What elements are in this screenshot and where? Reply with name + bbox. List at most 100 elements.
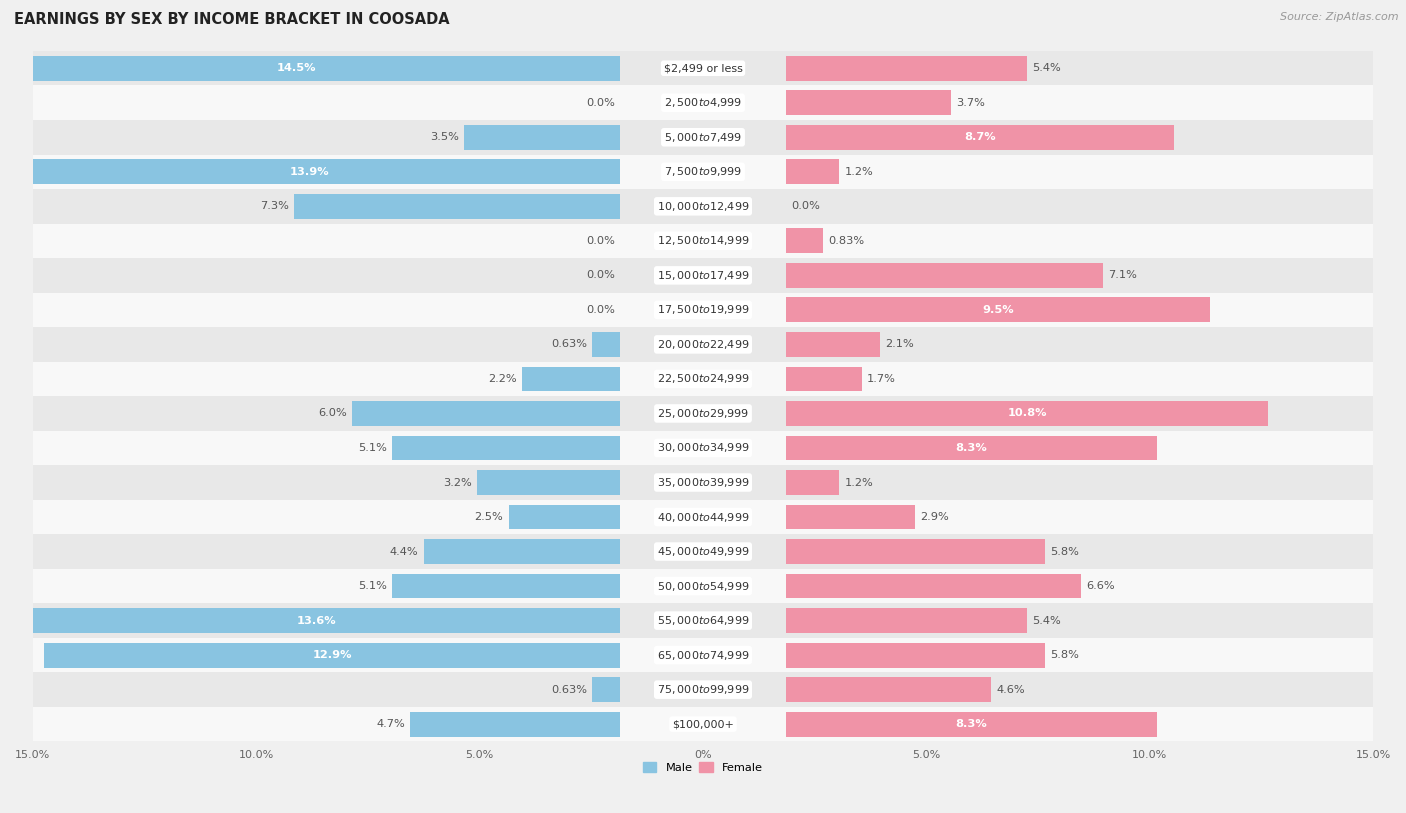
Text: 8.3%: 8.3% — [955, 443, 987, 453]
Bar — [32, 465, 1374, 500]
Bar — [786, 56, 1026, 80]
Bar — [786, 608, 1026, 633]
Bar — [0, 159, 620, 185]
Bar — [786, 228, 823, 254]
Bar — [423, 539, 620, 564]
Legend: Male, Female: Male, Female — [638, 758, 768, 777]
Bar — [32, 362, 1374, 396]
Text: $65,000 to $74,999: $65,000 to $74,999 — [657, 649, 749, 662]
Text: 8.7%: 8.7% — [965, 133, 995, 142]
Text: 6.6%: 6.6% — [1085, 581, 1115, 591]
Bar — [32, 120, 1374, 154]
Text: 14.5%: 14.5% — [277, 63, 316, 73]
Text: 13.6%: 13.6% — [297, 615, 336, 625]
Bar — [786, 90, 950, 115]
Bar — [786, 505, 915, 529]
Bar — [592, 332, 620, 357]
Text: 5.4%: 5.4% — [1032, 615, 1062, 625]
Text: 2.5%: 2.5% — [474, 512, 503, 522]
Bar — [44, 643, 620, 667]
Bar — [32, 154, 1374, 189]
Bar — [464, 125, 620, 150]
Text: 13.9%: 13.9% — [290, 167, 329, 176]
Text: 4.6%: 4.6% — [997, 685, 1025, 694]
Text: 1.7%: 1.7% — [868, 374, 896, 384]
Bar — [32, 500, 1374, 534]
Text: 4.7%: 4.7% — [377, 720, 405, 729]
Text: 3.2%: 3.2% — [443, 477, 472, 488]
Text: 0.0%: 0.0% — [586, 236, 614, 246]
Text: 5.4%: 5.4% — [1032, 63, 1062, 73]
Text: 7.1%: 7.1% — [1108, 271, 1137, 280]
Bar — [392, 574, 620, 598]
Text: 0.0%: 0.0% — [586, 305, 614, 315]
Bar — [522, 367, 620, 391]
Text: 6.0%: 6.0% — [318, 408, 347, 419]
Text: 0.63%: 0.63% — [551, 339, 586, 350]
Bar — [294, 193, 620, 219]
Bar — [786, 643, 1045, 667]
Text: 8.3%: 8.3% — [955, 720, 987, 729]
Bar — [786, 367, 862, 391]
Bar — [32, 672, 1374, 706]
Bar — [0, 56, 620, 80]
Text: 5.8%: 5.8% — [1050, 650, 1080, 660]
Bar — [786, 539, 1045, 564]
Text: Source: ZipAtlas.com: Source: ZipAtlas.com — [1281, 12, 1399, 22]
Bar — [32, 85, 1374, 120]
Bar — [13, 608, 620, 633]
Text: $45,000 to $49,999: $45,000 to $49,999 — [657, 545, 749, 558]
Text: 3.7%: 3.7% — [956, 98, 986, 108]
Text: 5.1%: 5.1% — [359, 581, 387, 591]
Text: $25,000 to $29,999: $25,000 to $29,999 — [657, 407, 749, 420]
Text: $75,000 to $99,999: $75,000 to $99,999 — [657, 683, 749, 696]
Bar — [352, 401, 620, 426]
Bar — [786, 574, 1081, 598]
Text: 1.2%: 1.2% — [845, 477, 873, 488]
Bar — [786, 711, 1157, 737]
Text: 7.3%: 7.3% — [260, 202, 288, 211]
Text: EARNINGS BY SEX BY INCOME BRACKET IN COOSADA: EARNINGS BY SEX BY INCOME BRACKET IN COO… — [14, 12, 450, 27]
Text: $50,000 to $54,999: $50,000 to $54,999 — [657, 580, 749, 593]
Bar — [786, 159, 839, 185]
Text: $15,000 to $17,499: $15,000 to $17,499 — [657, 269, 749, 282]
Text: $40,000 to $44,999: $40,000 to $44,999 — [657, 511, 749, 524]
Bar — [786, 436, 1157, 460]
Bar — [32, 638, 1374, 672]
Text: $22,500 to $24,999: $22,500 to $24,999 — [657, 372, 749, 385]
Text: 10.8%: 10.8% — [1007, 408, 1046, 419]
Text: $2,500 to $4,999: $2,500 to $4,999 — [664, 96, 742, 109]
Bar — [786, 470, 839, 495]
Bar — [32, 603, 1374, 638]
Text: $55,000 to $64,999: $55,000 to $64,999 — [657, 614, 749, 627]
Text: $35,000 to $39,999: $35,000 to $39,999 — [657, 476, 749, 489]
Bar — [786, 332, 880, 357]
Text: 12.9%: 12.9% — [312, 650, 352, 660]
Text: 4.4%: 4.4% — [389, 546, 419, 557]
Text: $5,000 to $7,499: $5,000 to $7,499 — [664, 131, 742, 144]
Bar — [32, 224, 1374, 258]
Bar — [32, 706, 1374, 741]
Bar — [786, 125, 1174, 150]
Text: 5.8%: 5.8% — [1050, 546, 1080, 557]
Text: 0.0%: 0.0% — [792, 202, 820, 211]
Text: $12,500 to $14,999: $12,500 to $14,999 — [657, 234, 749, 247]
Bar — [32, 258, 1374, 293]
Bar — [32, 51, 1374, 85]
Text: 0.63%: 0.63% — [551, 685, 586, 694]
Bar — [32, 534, 1374, 569]
Bar — [509, 505, 620, 529]
Bar — [786, 677, 991, 702]
Bar — [411, 711, 620, 737]
Bar — [32, 327, 1374, 362]
Bar — [32, 396, 1374, 431]
Bar — [477, 470, 620, 495]
Bar — [392, 436, 620, 460]
Text: 3.5%: 3.5% — [430, 133, 458, 142]
Bar — [592, 677, 620, 702]
Text: $30,000 to $34,999: $30,000 to $34,999 — [657, 441, 749, 454]
Text: $10,000 to $12,499: $10,000 to $12,499 — [657, 200, 749, 213]
Text: 0.0%: 0.0% — [586, 98, 614, 108]
Text: 2.9%: 2.9% — [921, 512, 949, 522]
Bar — [32, 569, 1374, 603]
